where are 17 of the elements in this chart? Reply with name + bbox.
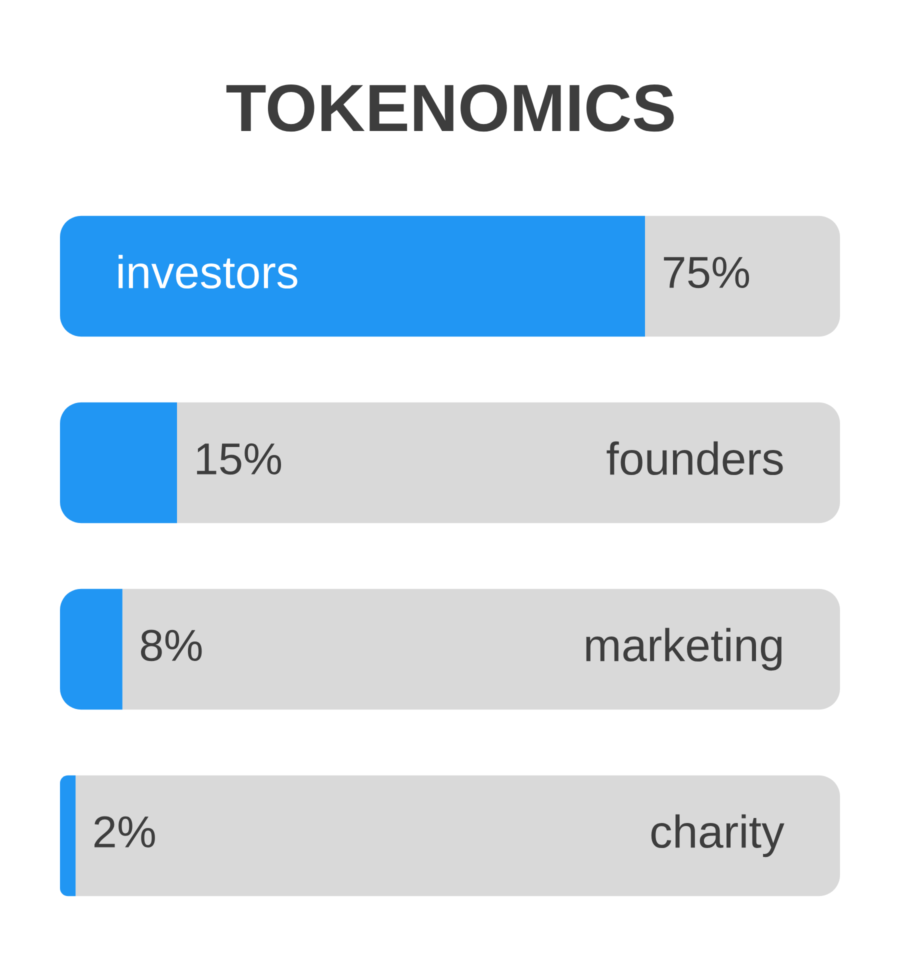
y-tick-label: charity [651,814,784,858]
bar [122,588,840,710]
bar [645,216,840,337]
bar [177,402,840,524]
data-label: 2% [94,816,155,848]
y-tick-label: marketing [586,628,782,671]
y-tick-label: investors [118,254,298,289]
bar [60,216,645,337]
bar [60,588,122,710]
bar [60,402,177,524]
data-label: 75% [664,256,750,288]
data-label: 15% [197,443,282,475]
y-tick-label: founders [606,441,783,476]
bar [76,775,840,896]
data-label: 8% [140,630,202,662]
chart-title: TOKENOMICS [226,84,674,132]
bar [60,775,76,896]
